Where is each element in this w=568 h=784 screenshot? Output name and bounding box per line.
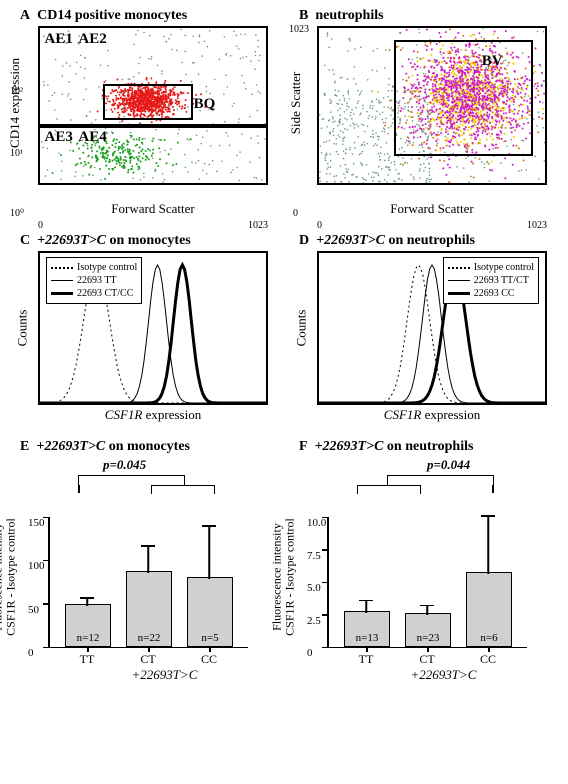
legend-thick-icon: [448, 292, 470, 295]
panel-E-xlabel: +22693T>C: [48, 667, 281, 683]
gate-BQ: [103, 84, 193, 121]
legend-thick-icon: [51, 292, 73, 295]
panel-A-xlabel: Forward Scatter: [38, 201, 268, 217]
panel-C-legend: Isotype control 22693 TT 22693 CT/CC: [46, 257, 142, 304]
panel-E-bars: 050100150n=12TTn=22CTn=5CC: [48, 497, 277, 667]
panel-C-ylabel: Counts: [14, 310, 30, 347]
panel-F-pval: p=0.044: [427, 457, 470, 473]
panel-D-xlabel: CSF1R expression: [317, 407, 547, 423]
bar-TT: n=13: [344, 611, 390, 647]
quad-line-v: [72, 183, 75, 185]
panel-C-hist: Isotype control 22693 TT 22693 CT/CC: [38, 251, 268, 405]
bar-CT: n=22: [126, 571, 172, 647]
panel-B-xlabel: Forward Scatter: [317, 201, 547, 217]
panel-E-chart: Fluorescence intensityCSF1R - Isotype co…: [8, 457, 281, 667]
panel-B-title: B neutrophils: [299, 8, 560, 24]
panel-D-title: D +22693T>C on neutrophils: [299, 233, 560, 249]
panel-F-xlabel: +22693T>C: [327, 667, 560, 683]
panel-F-title: F +22693T>C on neutrophils: [299, 439, 560, 455]
gate-BQ-label: BQ: [194, 96, 216, 113]
legend-dotted-icon: [51, 267, 73, 269]
panel-A-title: A CD14 positive monocytes: [20, 8, 281, 24]
panel-C-title: C +22693T>C on monocytes: [20, 233, 281, 249]
bar-TT: n=12: [65, 604, 111, 647]
panel-A-ylabel: CD14 expression: [7, 58, 23, 148]
panel-E-title: E +22693T>C on monocytes: [20, 439, 281, 455]
panel-D-ylabel: Counts: [293, 310, 309, 347]
gate-BV-label: BV: [482, 53, 503, 70]
panel-B-ylabel: Side Scatter: [288, 72, 304, 134]
bar-CC: n=5: [187, 577, 233, 647]
panel-A: A CD14 positive monocytes 10⁰ 10¹ 10² BQ…: [8, 8, 281, 217]
panel-C-plot: Isotype control 22693 TT 22693 CT/CC CSF…: [38, 251, 268, 423]
bracket-sub: [151, 485, 215, 494]
legend-dotted-icon: [448, 267, 470, 269]
panel-D-hist: Isotype control 22693 TT/CT 22693 CC: [317, 251, 547, 405]
panel-F-ylabel: Fluorescence intensityCSF1R - Isotype co…: [271, 518, 297, 636]
panel-E-pval: p=0.045: [103, 457, 146, 473]
panel-A-plot: 10⁰ 10¹ 10² BQ AE1 AE2 AE3 AE4 0 1023 Fo…: [38, 26, 268, 217]
panel-F: F +22693T>C on neutrophils Fluorescence …: [287, 439, 560, 667]
figure-grid: A CD14 positive monocytes 10⁰ 10¹ 10² BQ…: [8, 8, 560, 667]
panel-C-xlabel: CSF1R expression: [38, 407, 268, 423]
panel-F-bars: 02.55.07.510.0n=13TTn=23CTn=6CC: [327, 497, 556, 667]
bar-CT: n=23: [405, 613, 451, 648]
panel-E: E +22693T>C on monocytes Fluorescence in…: [8, 439, 281, 667]
panel-D: D +22693T>C on neutrophils Isotype contr…: [287, 233, 560, 423]
legend-thin-icon: [448, 280, 470, 281]
panel-A-scatter: BQ AE1 AE2 AE3 AE4: [38, 26, 268, 185]
gate-BV: [394, 40, 534, 156]
quad-line-h: [40, 124, 266, 128]
panel-D-plot: Isotype control 22693 TT/CT 22693 CC CSF…: [317, 251, 547, 423]
panel-F-chart: Fluorescence intensityCSF1R - Isotype co…: [287, 457, 560, 667]
panel-C: C +22693T>C on monocytes Isotype control…: [8, 233, 281, 423]
panel-B-scatter: BV: [317, 26, 547, 185]
panel-E-ylabel: Fluorescence intensityCSF1R - Isotype co…: [0, 518, 18, 636]
panel-B-plot: 0 1023 BV 0 1023 Forward Scatter: [317, 26, 547, 217]
bracket-sub-F: [357, 485, 421, 494]
panel-B: B neutrophils 0 1023 BV 0 1023 Forward S…: [287, 8, 560, 217]
legend-thin-icon: [51, 280, 73, 281]
panel-D-legend: Isotype control 22693 TT/CT 22693 CC: [443, 257, 539, 304]
bar-CC: n=6: [466, 572, 512, 647]
